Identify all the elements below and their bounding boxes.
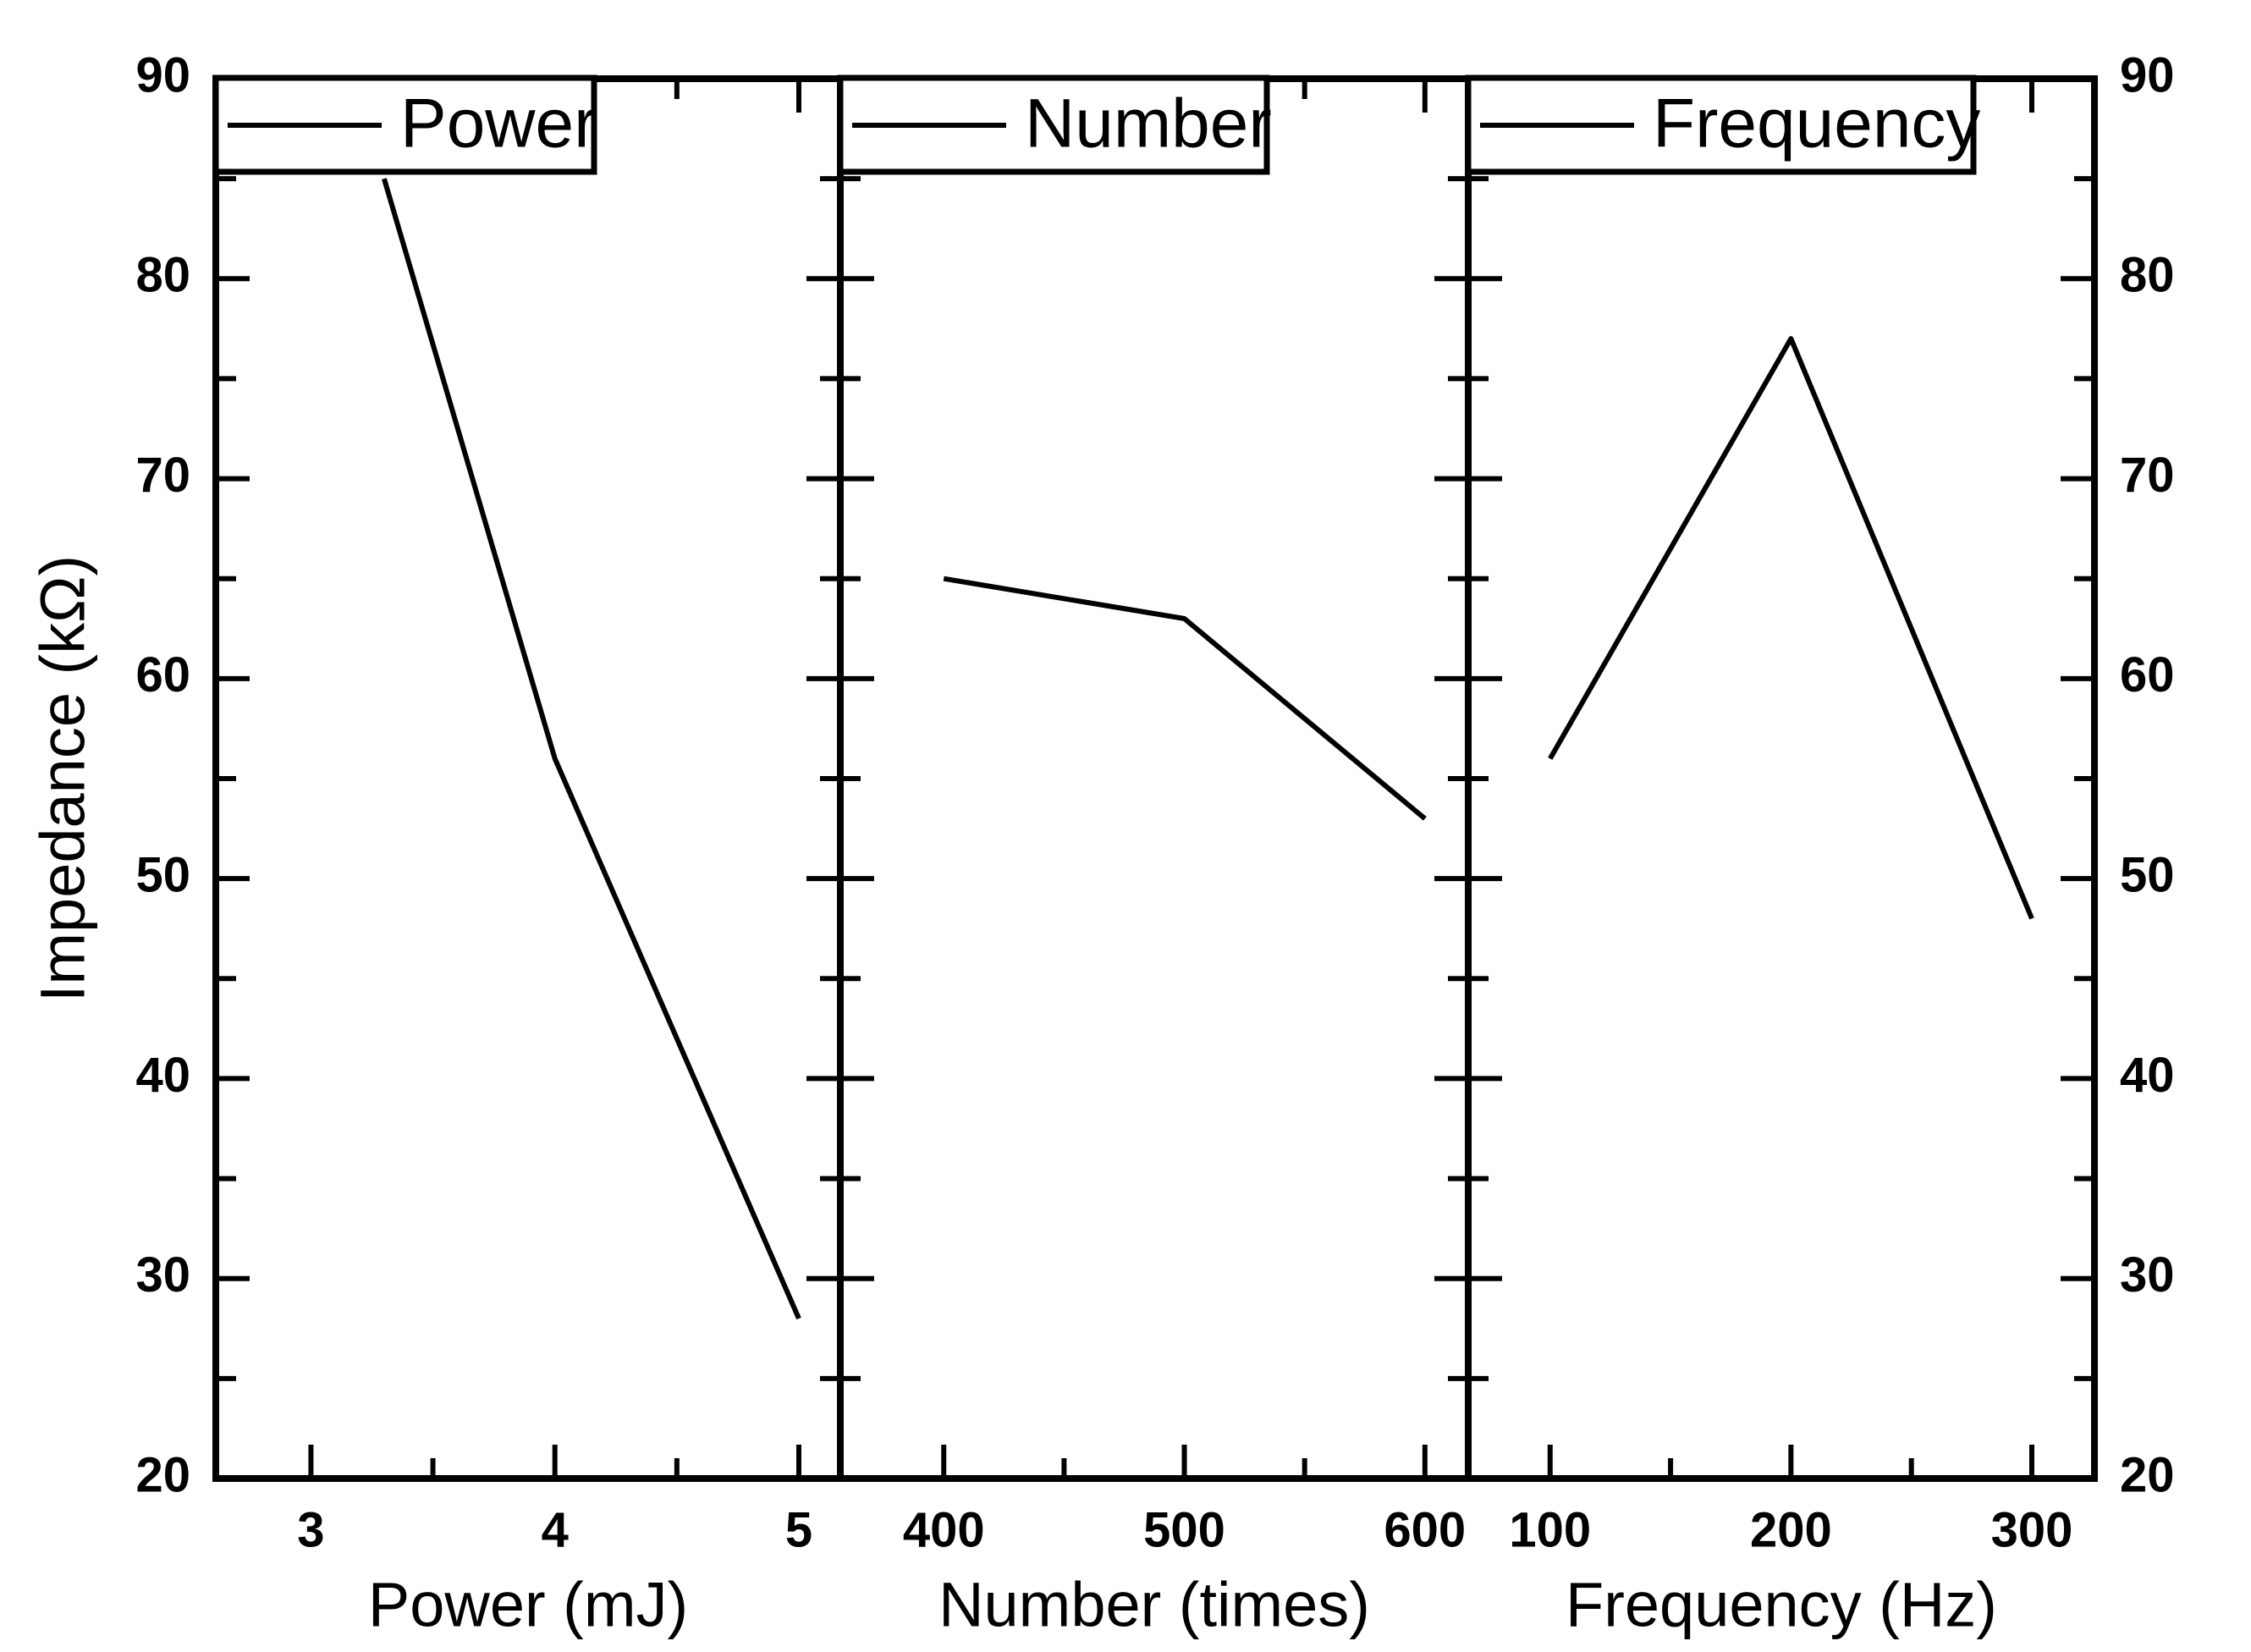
y-tick-label-left: 90 (135, 47, 190, 102)
data-line-number (943, 575, 1427, 821)
y-tick-label-left: 50 (135, 847, 190, 902)
legend-label: Power (400, 85, 597, 162)
data-line-frequency (1548, 336, 2034, 920)
y-tick-label-left: 30 (135, 1247, 190, 1302)
x-axis-title: Number (times) (938, 1570, 1370, 1640)
y-tick-label-left: 80 (135, 248, 190, 303)
legend-label: Number (1025, 85, 1272, 162)
x-tick-label: 100 (1509, 1502, 1591, 1557)
legend-label: Frequency (1653, 85, 1980, 162)
y-tick-label-right: 90 (2120, 47, 2175, 102)
panel-frame (212, 75, 844, 1482)
y-tick-label-right: 60 (2120, 647, 2175, 702)
x-tick-label: 600 (1384, 1502, 1466, 1557)
x-tick-label: 500 (1143, 1502, 1225, 1557)
x-tick-label: 5 (785, 1502, 812, 1557)
y-tick-label-right: 30 (2120, 1247, 2175, 1302)
x-tick-label: 3 (297, 1502, 324, 1557)
data-line-power (382, 178, 801, 1320)
x-tick-label: 200 (1750, 1502, 1832, 1557)
panel-number: 400 500 600 Number (times) Number (837, 74, 1472, 1640)
y-tick-label-left: 60 (135, 647, 190, 702)
x-tick-label: 400 (903, 1502, 985, 1557)
x-tick-label: 300 (1991, 1502, 2073, 1557)
y-tick-label-left: 40 (135, 1048, 190, 1103)
y-axis-labels: 20 20 30 30 40 40 50 50 60 60 70 70 80 80 90 90 (135, 47, 2174, 1502)
x-axis-title: Power (mJ) (368, 1570, 688, 1640)
y-tick-label-right: 80 (2120, 248, 2175, 303)
panel-frame (1465, 75, 2098, 1482)
y-tick-label-left: 70 (135, 448, 190, 503)
y-tick-label-right: 70 (2120, 448, 2175, 503)
x-axis-title: Frequency (Hz) (1566, 1570, 1997, 1640)
y-tick-label-right: 20 (2120, 1447, 2175, 1502)
y-tick-label-right: 40 (2120, 1048, 2175, 1103)
panel-power: 3 4 5 Power (mJ) Power (212, 74, 844, 1640)
y-tick-label-right: 50 (2120, 847, 2175, 902)
y-axis-title: Impedance (kΩ) (28, 555, 98, 1002)
y-tick-label-left: 20 (135, 1447, 190, 1502)
panel-frequency: 100 200 300 Frequency (Hz) Frequency (1465, 74, 2098, 1640)
x-tick-label: 4 (542, 1502, 569, 1557)
